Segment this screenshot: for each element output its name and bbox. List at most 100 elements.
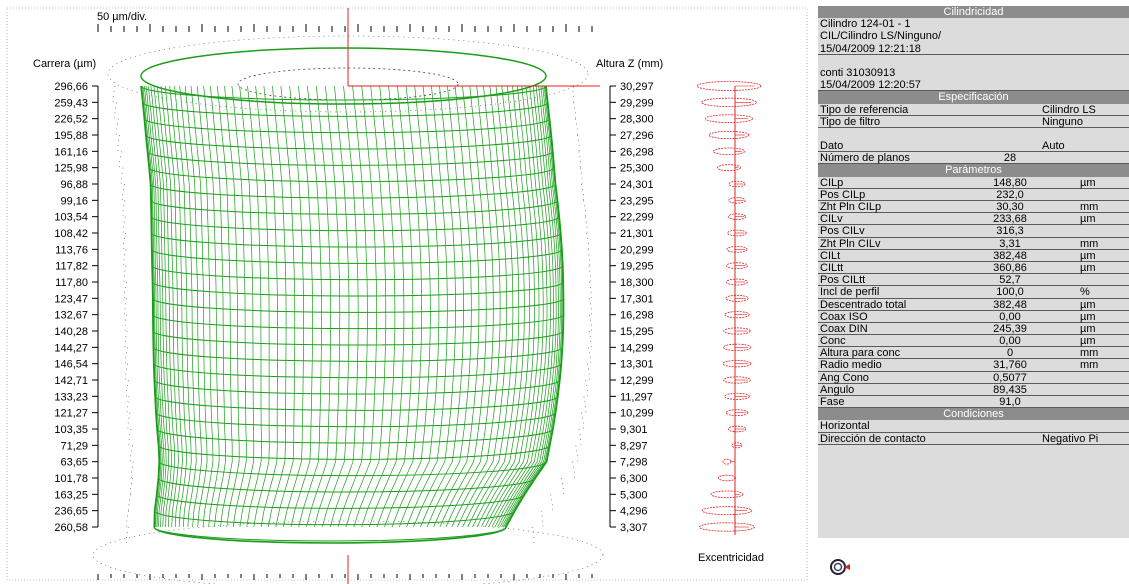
eccentricity-ring	[722, 360, 752, 368]
panel-row: Tipo de filtro Ninguno	[818, 116, 1129, 128]
panel-row: Zht Pln CILv 3,31 mm	[818, 238, 1129, 250]
panel-row: CIL/Cilindro LS/Ninguno/	[818, 30, 1129, 42]
top-scale-ticks	[97, 24, 593, 32]
spec-rows: Tipo de referencia Cilindro LS Tipo de fil…	[818, 104, 1129, 165]
right-axis: 30,297 29,299 28,300 27,296 26,298 25,300 24,3…	[609, 81, 654, 534]
panel-row: Coax DIN 245,39 µm	[818, 322, 1129, 336]
z-tick-label: 10,299	[620, 408, 654, 420]
param-name: Angulo	[820, 383, 855, 396]
param-unit: mm	[1080, 237, 1099, 250]
param-unit: µm	[1080, 310, 1096, 323]
panel-row: Cilindro 124-01 - 1	[818, 18, 1129, 30]
cond-rows: Horizontal Dirección de contacto Negativo …	[818, 420, 1129, 445]
panel-header: Cilindricidad	[818, 6, 1129, 19]
z-tick-label: 13,301	[620, 359, 654, 371]
z-tick-label: 19,295	[620, 261, 654, 273]
eccentricity-ring	[708, 130, 750, 140]
panel-row: Pos CILv 316,3	[818, 225, 1129, 238]
z-tick-label: 28,300	[620, 114, 654, 126]
param-value: 0,00	[999, 310, 1021, 323]
param-name: Descentrado total	[820, 298, 907, 311]
cylinder-3d-view: 50 µm/div. Carrera (µm) Altura Z (mm) Ex…	[6, 7, 808, 584]
param-unit: mm	[1080, 359, 1099, 372]
panel-row: conti 31030913	[818, 67, 1129, 79]
carrera-tick-label: 195,88	[54, 130, 88, 142]
info-text: 15/04/2009 12:20:57	[820, 79, 921, 92]
panel-row: Altura para conc 0 mm	[818, 347, 1129, 360]
eccentricity-ring	[728, 197, 746, 204]
param-value: 100,0	[996, 286, 1024, 299]
panel-row	[818, 55, 1129, 67]
spec-header: Especificación	[818, 91, 1129, 104]
carrera-tick-label: 226,52	[54, 114, 88, 126]
panel-row: CILt 382,48 µm	[818, 250, 1129, 262]
param-value: 91,0	[999, 396, 1021, 408]
cylindricity-plot: 50 µm/div. Carrera (µm) Altura Z (mm) Ex…	[6, 7, 808, 584]
carrera-tick-label: 63,65	[60, 457, 88, 469]
z-tick-label: 23,295	[620, 195, 654, 207]
carrera-tick-label: 123,47	[54, 293, 88, 305]
carrera-tick-label: 140,28	[54, 326, 88, 338]
carrera-tick-label: 103,35	[54, 424, 88, 436]
z-tick-label: 27,296	[620, 130, 654, 142]
z-tick-label: 6,300	[620, 473, 648, 485]
eccentricity-label: Excentricidad	[698, 552, 764, 564]
param-value: 245,39	[993, 322, 1027, 335]
param-value: 0,00	[999, 335, 1021, 348]
z-tick-label: 8,297	[620, 440, 648, 452]
right-axis-title: Altura Z (mm)	[596, 58, 663, 70]
carrera-tick-label: 296,66	[54, 81, 88, 93]
eccentricity-ring	[722, 343, 752, 351]
panel-row: Horizontal	[818, 420, 1129, 433]
carrera-tick-label: 101,78	[54, 473, 88, 485]
param-value: 52,7	[999, 274, 1021, 287]
spec-name: Dato	[820, 140, 844, 153]
panel-row: 15/04/2009 12:21:18	[818, 43, 1129, 55]
z-tick-label: 12,299	[620, 375, 654, 387]
eccentricity-ring	[725, 294, 749, 302]
param-value: 0,5077	[993, 371, 1027, 384]
eccentricity-ring	[726, 278, 748, 286]
panel-row: CILtt 360,86 µm	[818, 261, 1129, 275]
params-header: Parámetros	[818, 164, 1129, 177]
probe-direction-icon	[830, 559, 850, 575]
z-tick-label: 30,297	[620, 81, 654, 93]
carrera-tick-label: 161,16	[54, 146, 88, 158]
carrera-tick-label: 260,58	[54, 522, 88, 534]
carrera-tick-label: 108,42	[54, 228, 88, 240]
param-name: Altura para conc	[820, 347, 901, 360]
z-tick-label: 11,297	[620, 391, 653, 403]
param-value: 3,31	[999, 237, 1021, 250]
carrera-tick-label: 71,29	[60, 440, 88, 452]
carrera-tick-label: 133,23	[54, 391, 88, 403]
reference-dotted-rings	[92, 35, 604, 584]
cond-value: Negativo Pi	[1042, 432, 1099, 445]
z-tick-label: 25,300	[620, 163, 654, 175]
carrera-tick-label: 146,54	[54, 359, 88, 371]
cylinder-mesh	[140, 47, 565, 544]
param-value: 382,48	[993, 249, 1027, 262]
param-value: 360,86	[993, 261, 1027, 274]
param-value: 89,435	[993, 383, 1027, 396]
param-unit: %	[1080, 286, 1090, 299]
info-rows: Cilindro 124-01 - 1 CIL/Cilindro LS/Ningu…	[818, 18, 1129, 92]
eccentricity-ring	[725, 409, 749, 417]
panel-row: CILv 233,68 µm	[818, 213, 1129, 226]
cond-name: Dirección de contacto	[820, 432, 926, 445]
eccentricity-ring	[710, 490, 744, 499]
param-name: Ang Cono	[820, 371, 869, 384]
eccentricity-ring	[698, 522, 756, 532]
eccentricity-ring	[701, 506, 753, 516]
eccentricity-ring	[712, 147, 746, 156]
param-name: Zht Pln CILv	[820, 237, 881, 250]
param-name: CILtt	[820, 261, 844, 274]
param-name: CILp	[820, 176, 844, 189]
panel-row: Dato Auto	[818, 140, 1129, 153]
eccentricity-ring	[731, 442, 743, 449]
plot-frame	[6, 7, 808, 581]
eccentricity-plot	[696, 81, 762, 535]
carrera-tick-label: 99,16	[60, 195, 88, 207]
param-unit: µm	[1080, 176, 1096, 189]
carrera-tick-label: 121,27	[54, 408, 88, 420]
info-text: conti 31030913	[820, 66, 896, 79]
